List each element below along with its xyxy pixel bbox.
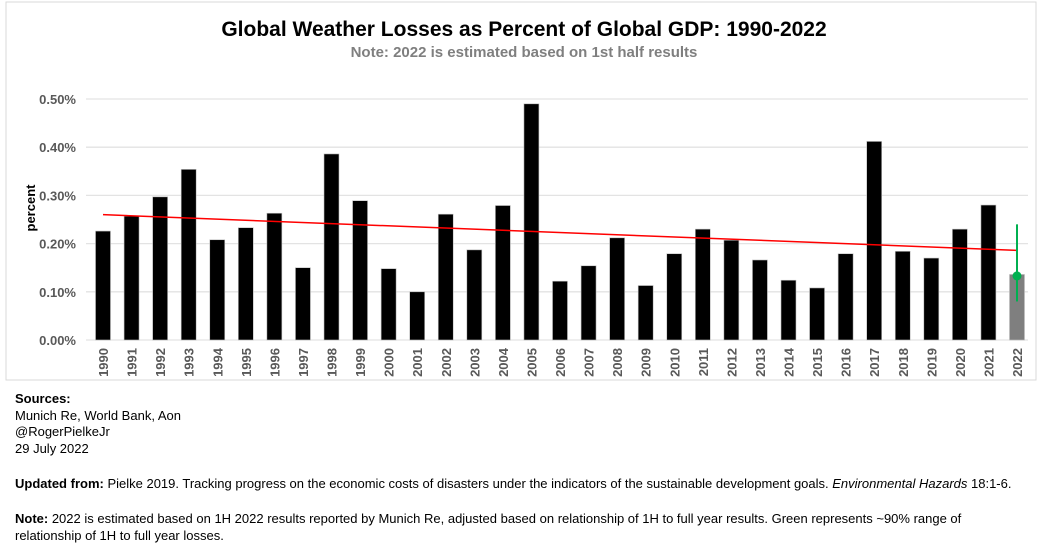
updated-text: Pielke 2019. Tracking progress on the ec… (103, 476, 833, 491)
x-tick-label: 1990 (96, 348, 111, 377)
bar-1998 (323, 153, 340, 341)
date: 29 July 2022 (15, 440, 89, 456)
bar-2015 (809, 287, 825, 341)
journal-name: Environmental Hazards (832, 476, 968, 491)
updated-from: Updated from: Pielke 2019. Tracking prog… (15, 476, 1011, 493)
x-tick-label: 2010 (667, 348, 682, 377)
bar-1999 (352, 200, 368, 341)
x-tick-label: 1996 (267, 348, 282, 377)
bar-2019 (923, 257, 940, 341)
y-tick-label: 0.40% (39, 140, 76, 155)
bar-2008 (609, 237, 625, 341)
x-tick-label: 2005 (524, 348, 539, 377)
bar-1993 (180, 169, 197, 341)
bar-2012 (723, 239, 740, 341)
x-tick-label: 2009 (639, 348, 654, 377)
trend-line (102, 213, 1018, 252)
x-tick-label: 1997 (296, 348, 311, 377)
x-tick-label: 1998 (325, 348, 340, 377)
x-tick-label: 1999 (353, 348, 368, 377)
x-tick-label: 2000 (382, 348, 397, 377)
bar-1990 (95, 230, 111, 341)
y-tick-label: 0.00% (39, 333, 76, 348)
bar-2020 (952, 228, 968, 341)
y-tick-label: 0.20% (39, 237, 76, 252)
bar-2013 (752, 259, 768, 341)
x-tick-label: 2014 (782, 347, 797, 377)
sources-label: Sources: (15, 391, 71, 406)
bar-2016 (837, 253, 854, 341)
bar-2009 (637, 285, 654, 341)
note-label: Note: (15, 511, 49, 526)
bar-1994 (209, 239, 226, 341)
note: Note: 2022 is estimated based on 1H 2022… (15, 511, 1015, 544)
x-tick-label: 2013 (753, 348, 768, 377)
sources-block: Sources: Munich Re, World Bank, Aon @Rog… (15, 391, 181, 457)
bar-2005 (523, 103, 540, 341)
bar-2000 (380, 268, 397, 341)
bar-2003 (466, 249, 483, 341)
x-tick-label: 2004 (496, 347, 511, 377)
estimate-point (1012, 271, 1022, 281)
chart-subtitle: Note: 2022 is estimated based on 1st hal… (351, 44, 698, 61)
x-tick-label: 2012 (724, 348, 739, 377)
bar-2010 (666, 253, 683, 341)
bar-2002 (437, 213, 454, 341)
chart-frame (5, 1, 1037, 381)
x-tick-label: 1995 (239, 348, 254, 377)
bar-2021 (980, 204, 997, 341)
x-tick-label: 1993 (182, 348, 197, 377)
x-tick-label: 2003 (467, 348, 482, 377)
x-tick-label: 2020 (953, 348, 968, 377)
bar-2017 (866, 141, 882, 341)
x-tick-label: 2017 (867, 348, 882, 377)
bar-2001 (409, 291, 425, 341)
bar-2014 (780, 279, 797, 341)
x-tick-label: 1992 (153, 348, 168, 377)
updated-label: Updated from: (15, 476, 104, 491)
bar-1991 (123, 215, 140, 341)
bar-1996 (266, 212, 283, 341)
x-tick-label: 2022 (1010, 348, 1025, 377)
x-tick-label: 2016 (839, 348, 854, 377)
x-tick-label: 1994 (210, 347, 225, 377)
updated-tail: 18:1-6. (967, 476, 1012, 491)
x-tick-label: 2015 (810, 348, 825, 377)
chart: Global Weather Losses as Percent of Glob… (5, 1, 1037, 381)
bar-1995 (238, 227, 254, 341)
bar-2004 (495, 205, 511, 341)
x-tick-label: 2018 (896, 348, 911, 377)
y-tick-label: 0.10% (39, 285, 76, 300)
x-tick-label: 2007 (582, 348, 597, 377)
x-tick-label: 2021 (981, 348, 996, 377)
bar-2006 (552, 280, 568, 341)
author-handle: @RogerPielkeJr (15, 424, 110, 439)
note-text: 2022 is estimated based on 1H 2022 resul… (15, 511, 962, 543)
sources-line: Munich Re, World Bank, Aon (15, 407, 181, 423)
bar-2018 (894, 251, 911, 341)
y-tick-label: 0.30% (39, 188, 76, 203)
bar-1992 (152, 196, 168, 341)
y-axis-label: percent (23, 184, 38, 232)
bar-2007 (580, 265, 597, 341)
x-tick-label: 2006 (553, 348, 568, 377)
x-tick-label: 2001 (410, 348, 425, 377)
chart-title: Global Weather Losses as Percent of Glob… (221, 18, 826, 41)
x-tick-label: 2011 (696, 348, 711, 376)
x-tick-label: 2002 (439, 348, 454, 377)
x-tick-label: 2008 (610, 348, 625, 377)
bar-1997 (295, 267, 311, 341)
x-tick-label: 1991 (125, 348, 140, 377)
y-tick-label: 0.50% (39, 92, 76, 107)
bar-2011 (695, 228, 711, 341)
x-tick-label: 2019 (924, 348, 939, 377)
